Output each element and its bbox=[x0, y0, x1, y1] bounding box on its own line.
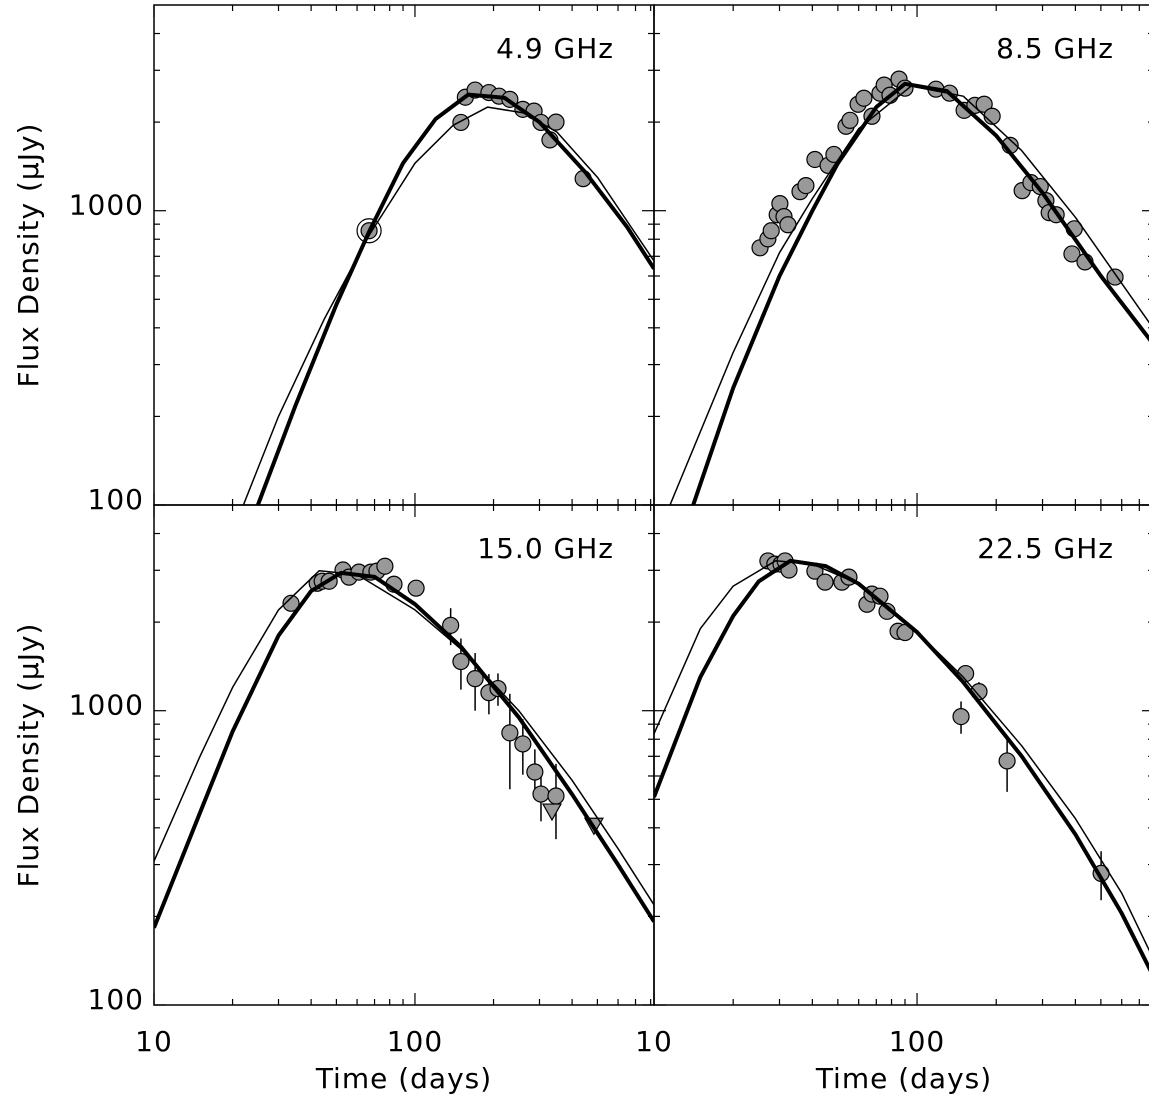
y-tick-label: 1000 bbox=[69, 689, 144, 722]
axes-frame bbox=[153, 504, 655, 1006]
model-curve bbox=[242, 106, 654, 505]
axes-frame bbox=[153, 4, 655, 506]
x-axis-label: Time (days) bbox=[815, 1062, 992, 1095]
data-point bbox=[1063, 245, 1081, 263]
plot-area bbox=[154, 557, 654, 929]
plot-area bbox=[654, 552, 1149, 973]
panel: 8.5 GHz bbox=[653, 4, 1149, 506]
panel-label: 8.5 GHz bbox=[996, 32, 1114, 65]
panel-label: 15.0 GHz bbox=[477, 532, 614, 565]
data-point bbox=[855, 89, 873, 107]
plot-area bbox=[242, 81, 654, 505]
y-tick-label: 100 bbox=[88, 983, 144, 1016]
model-curve bbox=[154, 569, 654, 906]
panel: 10 100 100 1000 15.0 GHz Time (days) Flux Dens… bbox=[12, 504, 655, 1095]
plot-area bbox=[669, 70, 1149, 505]
y-axis-label: Flux Density (μJy) bbox=[12, 123, 45, 388]
data-point bbox=[407, 579, 425, 597]
data-point bbox=[797, 177, 815, 195]
panel-label: 22.5 GHz bbox=[977, 532, 1114, 565]
upper-limit bbox=[541, 803, 563, 822]
data-point bbox=[816, 573, 834, 591]
data-point bbox=[547, 787, 565, 805]
x-tick-label: 100 bbox=[889, 1025, 945, 1058]
data-point bbox=[952, 707, 970, 726]
panel: 10 100 22.5 GHz Time (days) bbox=[635, 504, 1149, 1095]
data-point bbox=[547, 113, 565, 131]
data-point bbox=[1106, 268, 1124, 286]
data-point bbox=[514, 735, 532, 753]
data-point bbox=[762, 222, 780, 240]
x-tick-label: 10 bbox=[135, 1025, 173, 1058]
y-axis-label: Flux Density (μJy) bbox=[12, 623, 45, 888]
model-curve bbox=[691, 81, 1149, 505]
data-point bbox=[442, 616, 460, 634]
data-point bbox=[501, 724, 519, 742]
data-point bbox=[376, 557, 394, 575]
panel: 100 1000 4.9 GHz Flux Density (μJy) bbox=[12, 4, 655, 516]
model-curve bbox=[654, 560, 1149, 952]
data-point bbox=[452, 652, 470, 671]
x-tick-label: 10 bbox=[635, 1025, 673, 1058]
data-point bbox=[841, 111, 859, 129]
y-tick-label: 100 bbox=[88, 483, 144, 516]
model-curve bbox=[669, 85, 1149, 505]
y-tick-label: 1000 bbox=[69, 189, 144, 222]
data-point bbox=[998, 752, 1016, 770]
data-point bbox=[975, 95, 993, 113]
axes-frame bbox=[653, 504, 1149, 1006]
data-point bbox=[466, 670, 484, 688]
data-point bbox=[282, 594, 300, 612]
data-point bbox=[526, 763, 544, 781]
model-curve bbox=[256, 92, 654, 505]
x-axis-label: Time (days) bbox=[315, 1062, 492, 1095]
model-curve bbox=[154, 570, 654, 929]
data-point bbox=[983, 107, 1001, 125]
data-point bbox=[532, 785, 550, 803]
point-ring bbox=[356, 218, 382, 244]
x-tick-label: 100 bbox=[387, 1025, 443, 1058]
panel-label: 4.9 GHz bbox=[496, 32, 614, 65]
model-curve bbox=[654, 558, 1149, 973]
data-point bbox=[452, 113, 470, 132]
